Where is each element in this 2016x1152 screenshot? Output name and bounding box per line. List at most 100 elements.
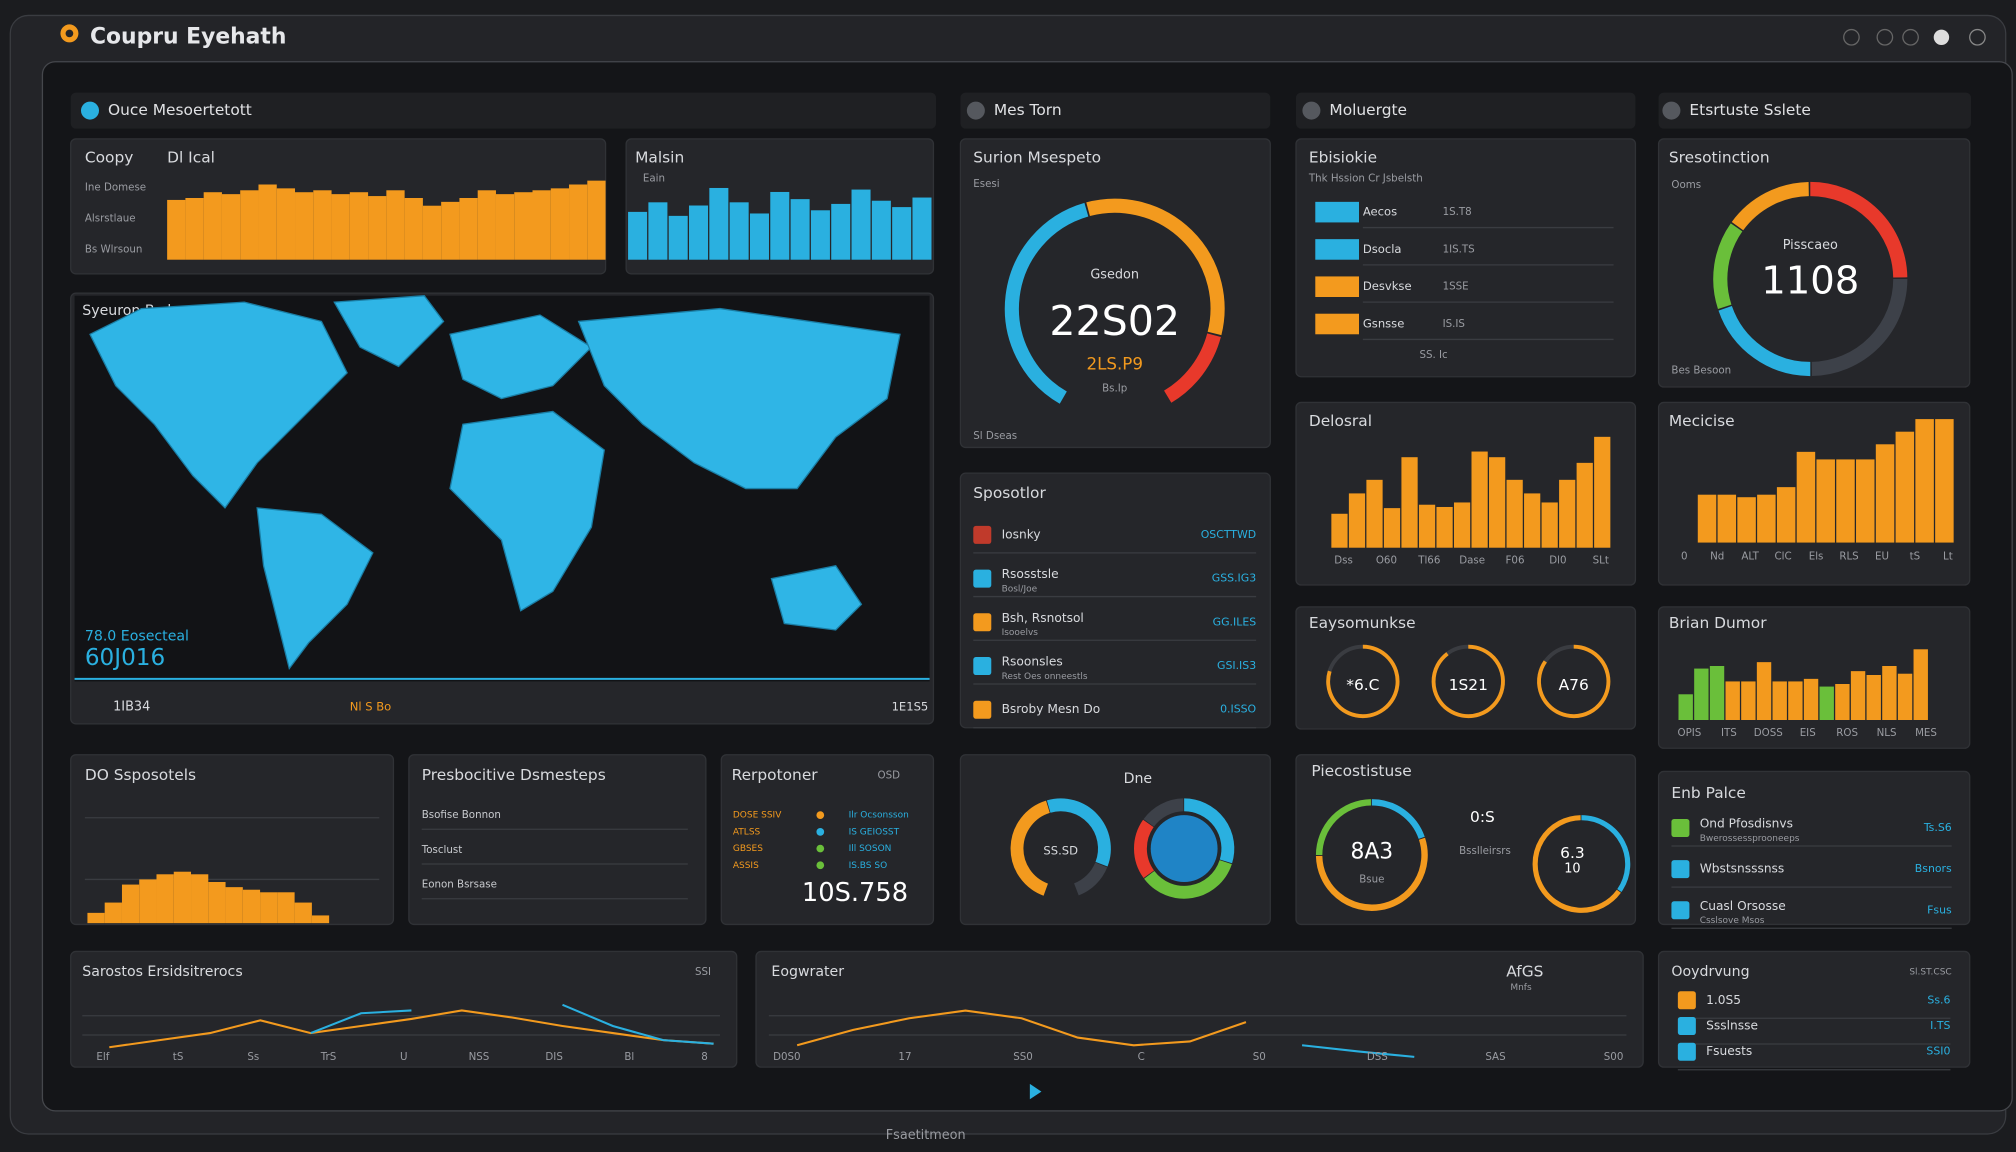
- label: 0: [1681, 551, 1688, 563]
- label: U: [400, 1051, 408, 1063]
- line-series: [796, 1009, 1247, 1047]
- bar: [191, 874, 209, 924]
- label: Tl66: [1417, 555, 1440, 567]
- bar: [1694, 668, 1709, 720]
- dot: [816, 844, 825, 853]
- label: 0:S: [1470, 808, 1495, 826]
- tab[interactable]: [70, 92, 936, 129]
- bar: [1697, 494, 1717, 543]
- label: Bes Besoon: [1671, 364, 1731, 376]
- label: Bsh, Rsnotsol: [1002, 611, 1084, 625]
- label: Sarostos Ersidsitrerocs: [82, 964, 242, 980]
- line-series: [562, 1003, 714, 1045]
- window-button[interactable]: [1969, 28, 1986, 46]
- bar: [221, 194, 241, 260]
- segment: [1532, 815, 1621, 913]
- row-icon: [1671, 819, 1690, 837]
- tab-icon: [966, 101, 985, 120]
- bar: [295, 192, 314, 260]
- segment: [1163, 333, 1221, 403]
- label: Surion Msespeto: [973, 149, 1101, 167]
- tab[interactable]: [1658, 92, 1971, 129]
- label: 22S02: [1049, 297, 1180, 345]
- label: Eonon Bsrsase: [422, 879, 497, 891]
- play-button[interactable]: [1029, 1083, 1042, 1100]
- ring: [1431, 644, 1505, 719]
- tab[interactable]: [1296, 92, 1636, 129]
- bar: [225, 887, 243, 924]
- label: Bsroby Mesn Do: [1002, 702, 1101, 716]
- label: Desvkse: [1363, 279, 1412, 293]
- bar: [441, 201, 460, 260]
- label: Coupru Eyehath: [90, 24, 286, 49]
- label: Isooelvs: [1002, 628, 1039, 638]
- label: Ine Domese: [85, 182, 146, 194]
- bar: [709, 187, 729, 260]
- label: 1S.T8: [1443, 206, 1472, 218]
- window-button[interactable]: [1902, 28, 1919, 46]
- bar: [311, 915, 330, 924]
- label: DIS: [545, 1051, 562, 1063]
- row-icon: [1677, 1017, 1696, 1035]
- bar: [459, 198, 478, 260]
- bar: [1816, 459, 1835, 543]
- bar: [1383, 508, 1401, 548]
- label: Wbstsnsssnss: [1700, 862, 1785, 876]
- bar: [1882, 666, 1897, 720]
- tab[interactable]: [960, 92, 1271, 129]
- window-button[interactable]: [1876, 28, 1894, 46]
- window-buttons[interactable]: [1843, 28, 1986, 46]
- bar: [1741, 681, 1756, 720]
- bar: [173, 871, 192, 924]
- label: Dne: [1124, 771, 1153, 787]
- bar: [1725, 681, 1740, 720]
- label: Ebisiokie: [1309, 149, 1377, 167]
- bar: [1836, 459, 1855, 543]
- line-series: [1301, 1044, 1415, 1058]
- label: GSI.IS3: [1217, 659, 1256, 672]
- bar: [790, 199, 810, 260]
- dot: [816, 828, 825, 836]
- row-icon: [1315, 313, 1359, 335]
- row-icon: [973, 657, 992, 675]
- label: RLS: [1839, 551, 1858, 563]
- bar: [1935, 419, 1954, 543]
- label: Ilr Ocsonsson: [849, 811, 909, 821]
- label: Els: [1809, 551, 1824, 563]
- bar: [1850, 671, 1866, 720]
- label: Malsin: [635, 149, 684, 167]
- label: 1S21: [1449, 676, 1488, 694]
- map-region: [256, 507, 374, 671]
- label: 17: [898, 1051, 911, 1063]
- label: tS: [173, 1051, 184, 1063]
- bar: [1915, 419, 1934, 543]
- label: IS.BS SO: [849, 861, 888, 871]
- row-icon: [1671, 860, 1690, 879]
- bar: [331, 194, 350, 260]
- bar: [258, 184, 277, 260]
- bar: [1401, 457, 1418, 548]
- segment: [1811, 278, 1908, 377]
- window-button[interactable]: [1843, 28, 1860, 46]
- label: S00: [1604, 1051, 1624, 1063]
- label: Dss: [1334, 555, 1353, 567]
- label: DSS: [1367, 1051, 1388, 1063]
- label: MES: [1915, 727, 1937, 739]
- bar: [1506, 479, 1523, 548]
- bar: [242, 889, 261, 924]
- bar: [514, 192, 533, 260]
- label: Thk Hssion Cr Jsbelsth: [1308, 173, 1423, 185]
- label: SS.SD: [1043, 844, 1078, 858]
- label: 8A3: [1350, 839, 1393, 864]
- segment: [1581, 815, 1631, 893]
- bar: [628, 211, 648, 260]
- label: F06: [1506, 555, 1525, 567]
- label: 1E1S5: [892, 700, 929, 714]
- label: Bsslleirsrs: [1459, 845, 1511, 857]
- window-button[interactable]: [1933, 29, 1950, 45]
- label: Aecos: [1363, 205, 1397, 219]
- bar: [1489, 457, 1506, 548]
- label: Coopy: [85, 149, 134, 167]
- bar: [1895, 431, 1915, 543]
